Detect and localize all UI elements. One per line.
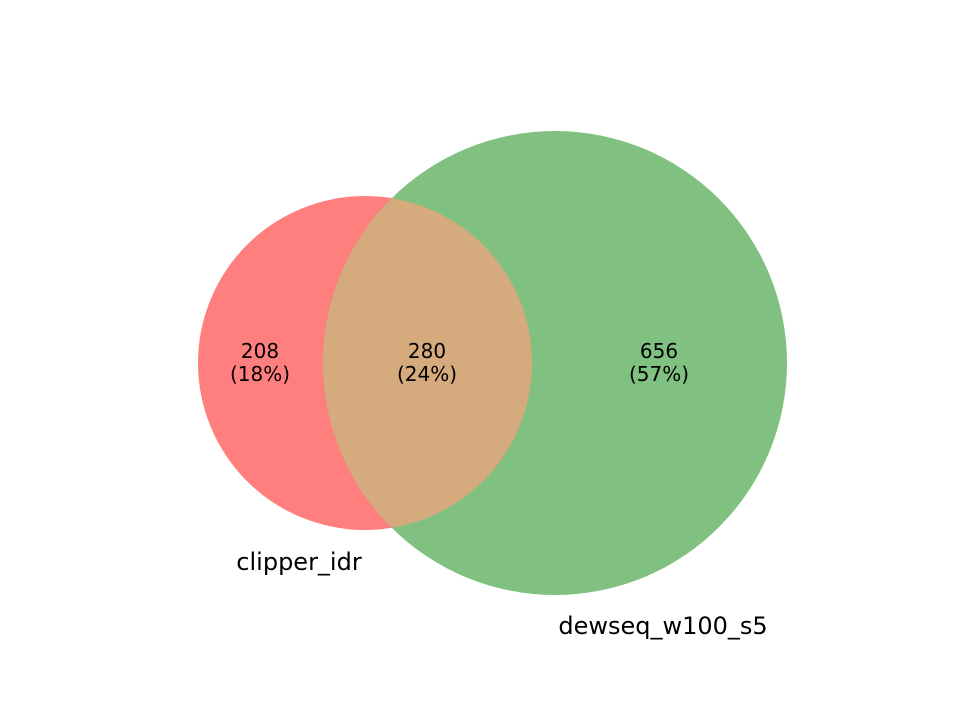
intersection-region bbox=[323, 196, 532, 530]
set-label-clipper-idr: clipper_idr bbox=[236, 548, 362, 576]
right-only-percent: (57%) bbox=[629, 362, 689, 386]
left-only-percent: (18%) bbox=[230, 362, 290, 386]
set-label-dewseq-w100-s5: dewseq_w100_s5 bbox=[558, 612, 767, 640]
left-only-count: 208 bbox=[241, 339, 279, 363]
intersection-percent: (24%) bbox=[397, 362, 457, 386]
intersection-count: 280 bbox=[408, 339, 446, 363]
right-only-count: 656 bbox=[640, 339, 678, 363]
